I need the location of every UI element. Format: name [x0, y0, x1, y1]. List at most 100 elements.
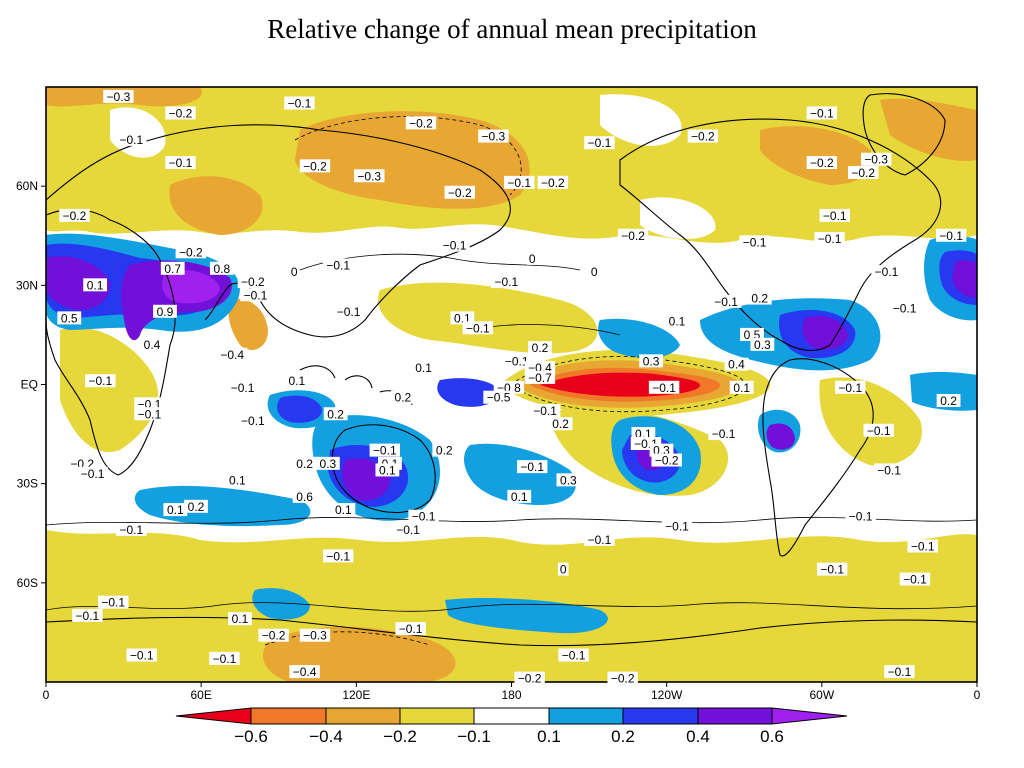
contour-label-text: 0.1: [669, 315, 686, 329]
contour-label-text: −0.1: [875, 265, 899, 279]
contour-label-bg: [863, 423, 894, 437]
contour-label-text: −0.1: [88, 374, 112, 388]
contour-label-text: −0.1: [823, 209, 847, 223]
y-axis: 60N 30N EQ 30S 60S: [16, 179, 46, 590]
contour-label-text: 0: [591, 265, 598, 279]
contour-label: −0.1: [661, 519, 693, 534]
colorbar-bin-6: [622, 707, 699, 725]
contour-label-text: 0.1: [87, 278, 104, 292]
x-tick-label: 180: [501, 688, 521, 702]
contour-label: −0.1: [584, 136, 615, 150]
region-purple-s-america: [766, 423, 795, 450]
region-purple-n-atlantic: [952, 260, 977, 298]
contour-label-bg: [649, 443, 674, 457]
contour-label-bg: [491, 275, 522, 289]
contour-label-text: −0.1: [130, 649, 154, 663]
colorbar-label: −0.4: [309, 727, 343, 746]
contour-label-text: −0.1: [533, 404, 557, 418]
contour-labels: −0.3 −0.2 −0.1 −0.2 −0.3 −0.1 −0.2 −0.1 −0.1 −0.1…: [57, 89, 967, 686]
contour-label-text: −0.1: [714, 295, 738, 309]
contour-label-text: −0.2: [621, 229, 645, 243]
contour-label: −0.1: [516, 460, 548, 474]
contour-label-bg: [584, 136, 615, 150]
coast-greenland: [862, 93, 946, 176]
region-wet-antarctic-2: [445, 598, 608, 634]
contour-label: −0.7: [524, 370, 556, 385]
contour-label: −0.1: [227, 380, 258, 395]
contour-label-bg: [390, 390, 415, 404]
contour-label: 0: [557, 562, 569, 577]
region-blue-maritime: [277, 395, 322, 423]
x-tick-label: 60W: [809, 688, 834, 702]
contour-label: −0.1: [333, 304, 364, 319]
contour-label: −0.1: [819, 208, 850, 223]
contour-label-bg: [289, 665, 320, 679]
contour-label-bg: [432, 443, 457, 457]
contour-label-bg: [907, 539, 938, 553]
contour-label-text: −0.3: [357, 169, 381, 183]
contour-label: 0.1: [284, 374, 309, 388]
contour-label-bg: [524, 360, 556, 374]
contour-label-bg: [507, 489, 532, 503]
contour-label-text: 0.1: [415, 361, 432, 375]
contour-label-text: −0.1: [81, 467, 105, 481]
contour-label-text: 0.2: [188, 500, 205, 514]
contour-label-text: −0.2: [810, 156, 834, 170]
contour-label: −0.1: [806, 106, 838, 120]
contour-label-bg: [83, 278, 108, 292]
contour-label-bg: [816, 562, 848, 576]
contour-label-bg: [77, 466, 108, 480]
contour-label-bg: [558, 648, 589, 662]
contour-label-bg: [708, 427, 739, 441]
contour-label-text: −0.1: [231, 381, 255, 395]
contour-label-text: −0.1: [396, 523, 420, 537]
contour-label-text: −0.5: [487, 391, 511, 405]
contour-label: −0.1: [501, 354, 532, 368]
contour-label: −0.2: [405, 116, 437, 130]
contour-label: 0.2: [390, 390, 415, 405]
contour-label-text: 0.2: [940, 394, 957, 408]
contour-label-text: 0.2: [327, 407, 344, 421]
contour-label: 0.3: [556, 473, 581, 487]
contour-label-bg: [237, 413, 269, 427]
contour-label-text: −0.2: [63, 209, 87, 223]
contour-label-text: 0.2: [532, 341, 549, 355]
contour-label: −0.3: [299, 628, 331, 643]
contour-label-text: −0.4: [220, 348, 244, 362]
contour-label-bg: [292, 456, 317, 470]
contour-label: −0.1: [98, 595, 129, 610]
contour-label-bg: [729, 380, 754, 394]
contour-label: −0.1: [558, 648, 589, 663]
contour-label-bg: [72, 608, 103, 622]
contour-label: −0.1: [863, 423, 894, 438]
contour-label-text: −0.2: [262, 629, 286, 643]
contour-label: 0.3: [315, 456, 340, 471]
contour-label: −0.1: [814, 232, 845, 246]
contour-label-text: −0.2: [851, 166, 875, 180]
contour-label: −0.1: [871, 265, 902, 279]
contour-label: −0.1: [323, 258, 354, 273]
contour-label-text: 0.1: [289, 374, 306, 388]
contour-label: 0.1: [411, 360, 436, 375]
contour-label: −0.1: [845, 509, 876, 524]
contour-label-bg: [323, 407, 348, 421]
contour-label-text: −0.1: [76, 609, 100, 623]
contour-label: −0.1: [369, 443, 400, 458]
contour-label: 0.1: [228, 612, 252, 626]
plot-title: Relative change of annual mean precipita…: [267, 14, 757, 44]
contour-label-bg: [687, 129, 719, 143]
contour-label: 0.7: [160, 261, 185, 276]
contour-label: −0.1: [907, 539, 938, 553]
coast-antarctica: [46, 616, 977, 647]
contour-label-bg: [57, 311, 82, 325]
contour-label-text: −0.2: [655, 454, 679, 468]
contour-label: −0.2: [175, 245, 207, 259]
region-purple-sahara: [46, 256, 111, 311]
contour-label: −0.2: [617, 228, 649, 243]
coast-north-america: [619, 118, 942, 351]
contour-label-text: −0.1: [849, 510, 873, 524]
colorbar-label: 0.2: [611, 727, 635, 746]
contour-label-bg: [651, 453, 682, 467]
region-orange-eurasia: [169, 176, 263, 235]
